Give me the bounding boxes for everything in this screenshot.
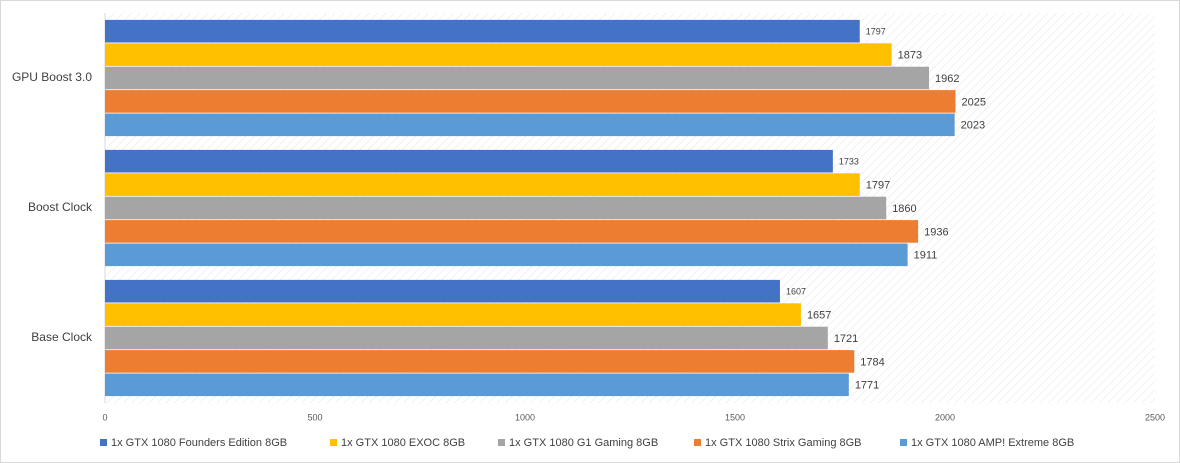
legend-label: 1x GTX 1080 EXOC 8GB [341,437,465,449]
data-label: 1936 [924,226,948,238]
bar [105,66,930,90]
legend-label: 1x GTX 1080 AMP! Extreme 8GB [911,437,1074,449]
x-tick-label: 2000 [935,412,955,422]
y-tick-label: Base Clock [31,330,93,344]
legend-swatch [900,439,907,446]
y-tick-label: Boost Clock [28,200,93,214]
x-tick-label: 1000 [515,412,535,422]
data-label: 1657 [807,310,831,322]
x-tick-label: 2500 [1145,412,1165,422]
data-label: 1797 [866,27,886,37]
bar [105,113,955,137]
legend-swatch [498,439,505,446]
bar [105,279,780,303]
data-label: 1784 [860,356,884,368]
bar [105,196,887,220]
data-label: 1860 [892,203,916,215]
bar [105,220,919,243]
legend-label: 1x GTX 1080 G1 Gaming 8GB [509,437,658,449]
data-label: 1911 [914,250,938,262]
bar [105,350,855,373]
x-tick-label: 1500 [725,412,745,422]
data-label: 2023 [961,120,985,132]
data-label: 1771 [855,380,879,392]
bar [105,43,892,66]
bar [105,90,956,113]
data-label: 1733 [839,157,859,167]
legend-label: 1x GTX 1080 Strix Gaming 8GB [705,437,862,449]
bar [105,373,849,397]
data-label: 2025 [962,96,986,108]
data-label: 1873 [898,50,922,62]
data-label: 1962 [935,73,959,85]
legend-swatch [100,439,107,446]
legend-swatch [694,439,701,446]
bar [105,326,828,350]
bar [105,19,860,43]
data-label: 1607 [786,287,806,297]
bar [105,243,908,267]
data-label: 1797 [866,180,890,192]
legend-swatch [330,439,337,446]
x-tick-label: 0 [102,412,107,422]
data-label: 1721 [834,333,858,345]
bar [105,173,860,196]
bar [105,149,833,173]
y-tick-label: GPU Boost 3.0 [12,70,92,84]
x-tick-label: 500 [307,412,322,422]
legend-label: 1x GTX 1080 Founders Edition 8GB [111,437,287,449]
bar [105,303,801,326]
